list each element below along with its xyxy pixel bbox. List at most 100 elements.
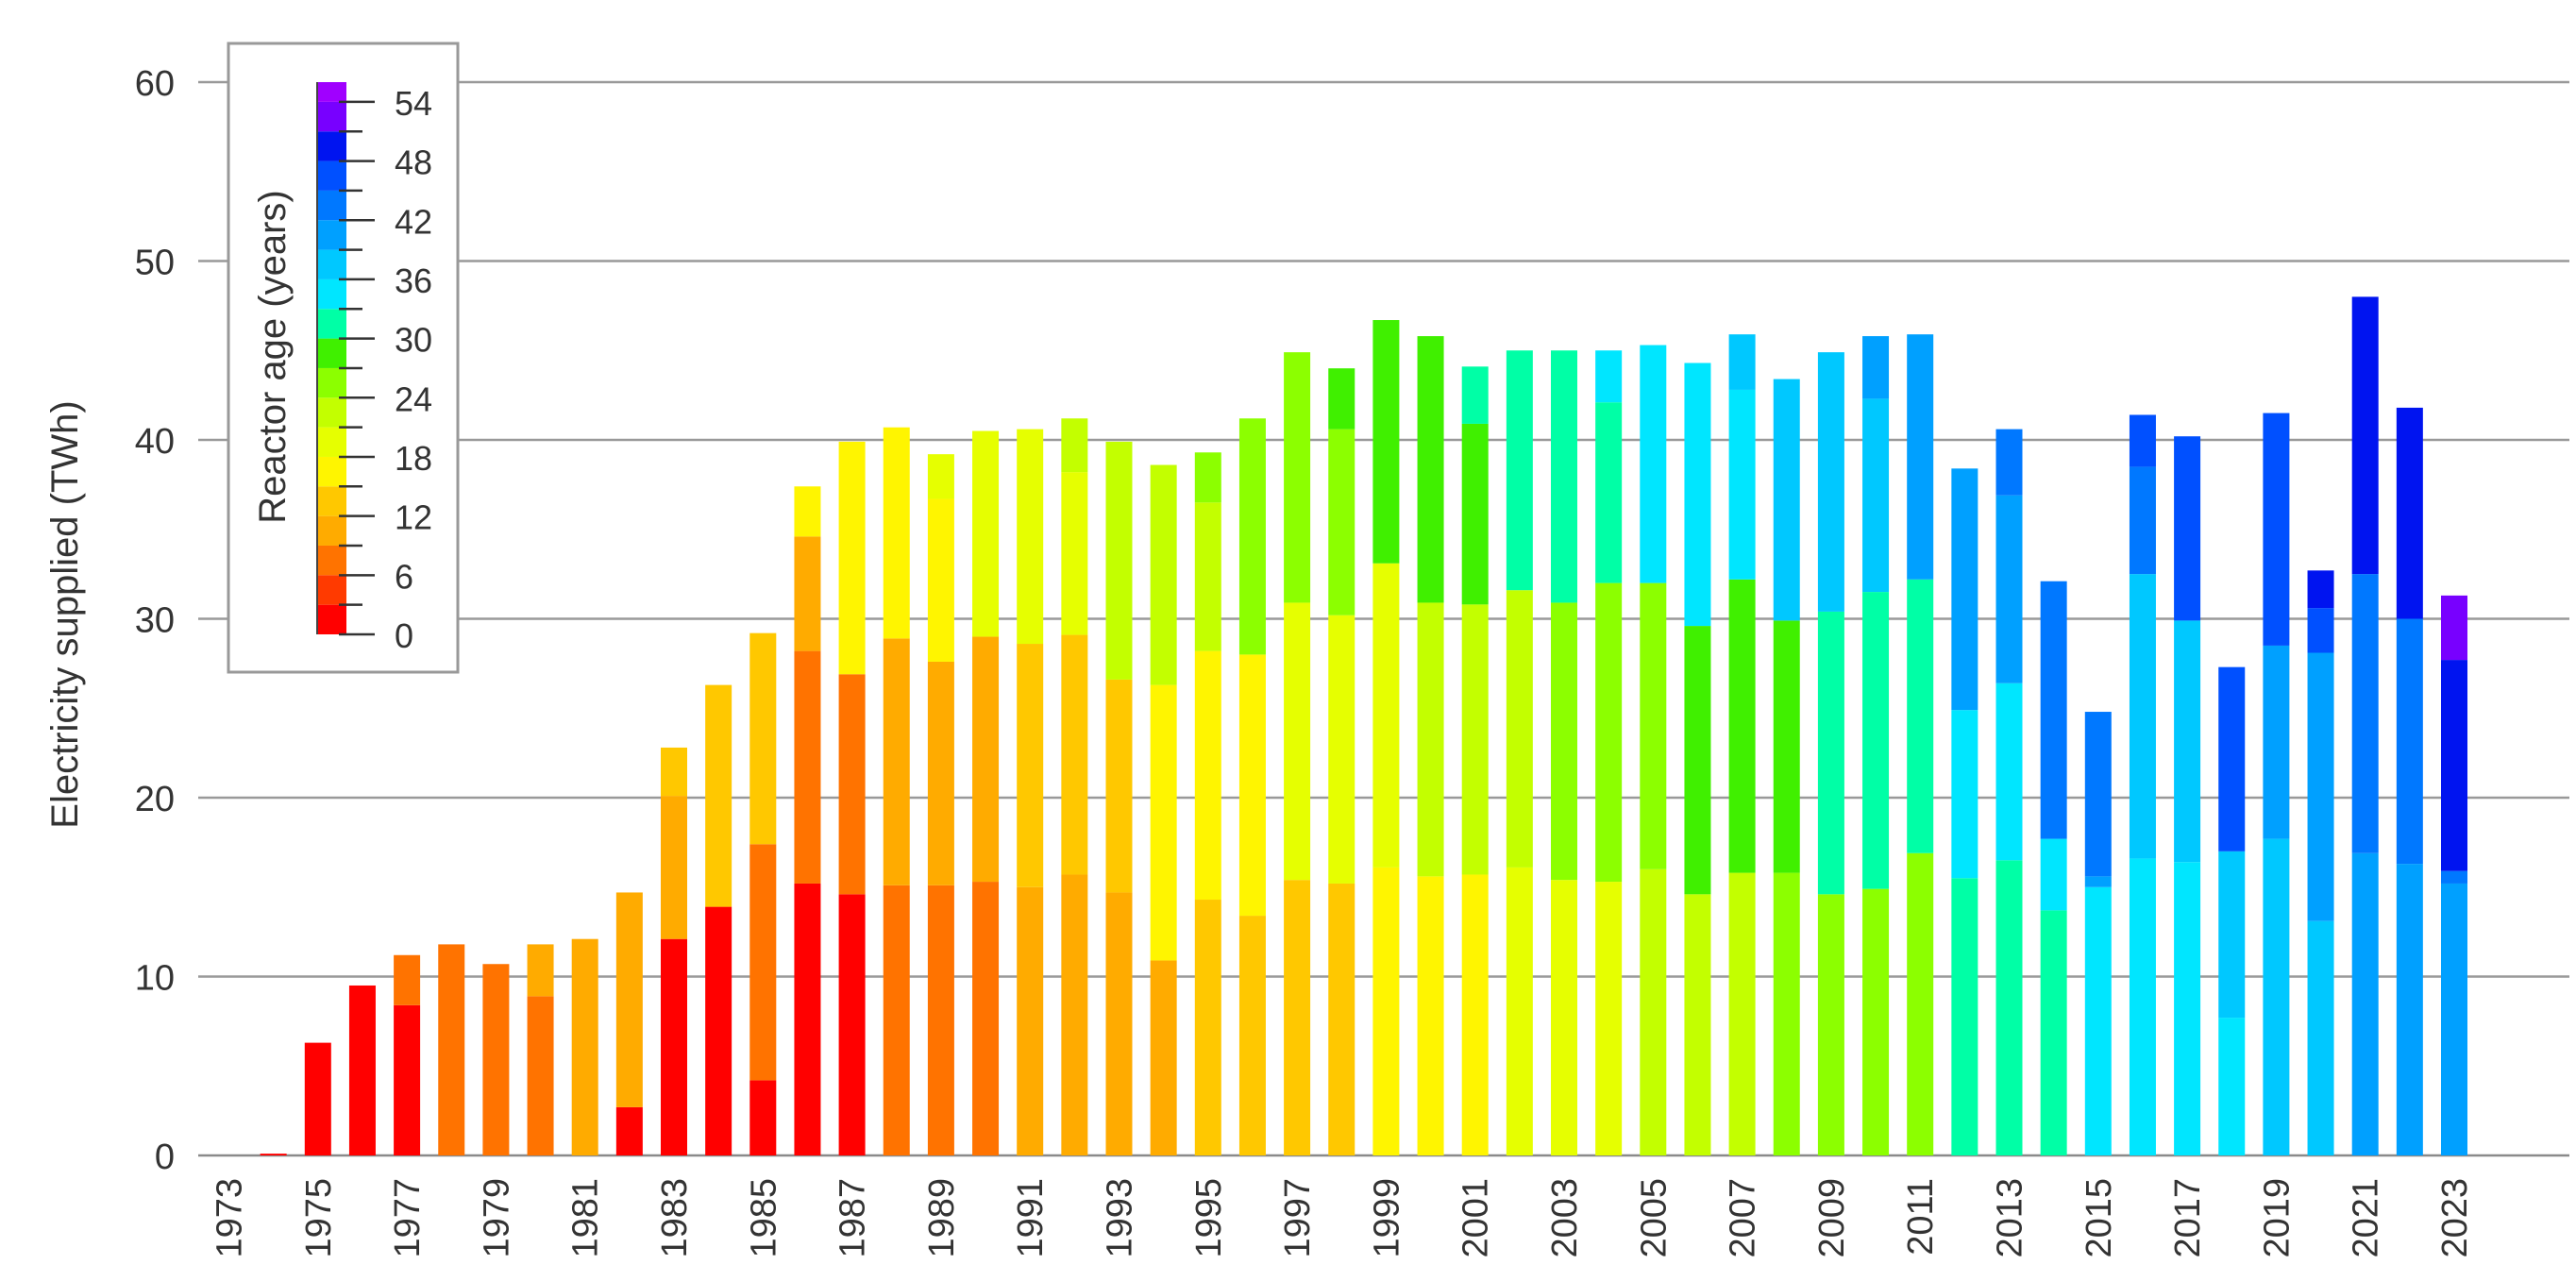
- colorbar-swatch: [317, 309, 346, 339]
- y-tick-label: 20: [135, 780, 175, 819]
- colorbar-swatch: [317, 604, 346, 634]
- bar-segment: [1194, 502, 1221, 651]
- bar-segment: [794, 650, 821, 884]
- bar-segment: [1951, 710, 1978, 879]
- bar-2018: [2218, 666, 2246, 1155]
- bar-segment: [1372, 867, 1400, 1155]
- bar-segment: [1817, 894, 1844, 1155]
- bar-segment: [749, 1080, 777, 1155]
- x-tick-label: 1999: [1367, 1178, 1406, 1258]
- colorbar-tick-label: 24: [395, 379, 432, 418]
- bar-1981: [571, 938, 598, 1155]
- bar-segment: [2218, 1018, 2246, 1155]
- bar-segment: [1862, 398, 1890, 593]
- colorbar-tick-label: 42: [395, 202, 432, 241]
- bar-1993: [1105, 441, 1133, 1155]
- x-tick-label: 2009: [1812, 1178, 1852, 1258]
- bar-segment: [1061, 418, 1088, 473]
- x-tick-label: 2001: [1456, 1178, 1496, 1258]
- bar-segment: [1595, 582, 1623, 883]
- bar-2008: [1773, 379, 1800, 1155]
- bar-segment: [2263, 413, 2290, 646]
- bar-segment: [1506, 867, 1533, 1155]
- bar-segment: [1417, 876, 1444, 1155]
- bar-segment: [1862, 336, 1890, 399]
- bar-2006: [1684, 362, 1711, 1155]
- bar-segment: [615, 892, 643, 1107]
- x-tick-label: 1989: [922, 1178, 962, 1258]
- colorbar-tick-label: 54: [395, 84, 432, 123]
- bar-segment: [794, 883, 821, 1155]
- bar-segment: [2129, 858, 2156, 1155]
- y-tick-label: 60: [135, 64, 175, 104]
- bar-2003: [1551, 350, 1577, 1155]
- bar-segment: [1773, 620, 1800, 873]
- bar-segment: [1284, 602, 1311, 881]
- x-tick-label: 1973: [210, 1178, 250, 1258]
- bar-segment: [927, 661, 954, 885]
- bar-segment: [1551, 602, 1577, 881]
- bar-segment: [1328, 429, 1355, 615]
- bar-segment: [1817, 352, 1844, 612]
- bar-segment: [260, 1154, 287, 1155]
- bar-segment: [1728, 334, 1756, 390]
- x-tick-label: 1983: [655, 1178, 695, 1258]
- bar-segment: [972, 882, 1000, 1155]
- bar-segment: [1284, 352, 1311, 603]
- bar-segment: [527, 944, 554, 997]
- bar-1999: [1372, 320, 1400, 1155]
- bar-segment: [1150, 684, 1177, 961]
- x-tick-label: 2005: [1634, 1178, 1674, 1258]
- bar-segment: [1640, 582, 1667, 869]
- bar-1982: [615, 892, 643, 1155]
- x-tick-label: 2013: [1991, 1178, 2030, 1258]
- bar-1991: [1017, 429, 1044, 1155]
- x-tick-label: 1991: [1011, 1178, 1051, 1258]
- bar-2017: [2174, 436, 2201, 1155]
- bar-segment: [2174, 620, 2201, 863]
- bar-1983: [661, 747, 687, 1155]
- bar-segment: [2396, 618, 2423, 865]
- bar-1997: [1284, 352, 1311, 1155]
- bar-segment: [1907, 579, 1934, 853]
- bar-segment: [661, 747, 687, 797]
- bar-segment: [2174, 436, 2201, 621]
- bar-segment: [1150, 960, 1177, 1155]
- bar-2020: [2307, 570, 2334, 1155]
- colorbar-swatch: [317, 220, 346, 250]
- y-tick-label: 40: [135, 422, 175, 462]
- colorbar-swatch: [317, 278, 346, 310]
- bar-2013: [1995, 429, 2023, 1155]
- bar-segment: [2129, 574, 2156, 859]
- bar-1990: [972, 430, 1000, 1155]
- colorbar-swatch: [317, 486, 346, 516]
- bar-segment: [304, 1042, 331, 1155]
- bar-segment: [1506, 350, 1533, 591]
- bar-segment: [883, 427, 910, 639]
- bar-segment: [2307, 570, 2334, 609]
- bar-segment: [482, 964, 510, 1155]
- bar-segment: [1461, 874, 1489, 1155]
- bar-segment: [1862, 592, 1890, 889]
- bar-1994: [1150, 464, 1177, 1155]
- bar-1985: [749, 632, 777, 1155]
- bar-1996: [1238, 418, 1266, 1155]
- bar-segment: [794, 536, 821, 651]
- x-tick-label: 2011: [1901, 1178, 1941, 1256]
- colorbar-tick-label: 48: [395, 143, 432, 182]
- bar-2014: [2040, 581, 2067, 1155]
- bar-segment: [2351, 574, 2379, 853]
- bar-2011: [1907, 334, 1934, 1155]
- bar-segment: [1995, 429, 2023, 496]
- bar-segment: [1951, 878, 1978, 1155]
- bar-segment: [749, 844, 777, 1081]
- legend-title: Reactor age (years): [252, 190, 294, 523]
- bar-segment: [1595, 882, 1623, 1155]
- bar-segment: [838, 674, 866, 895]
- bar-segment: [527, 996, 554, 1155]
- bar-2001: [1461, 366, 1489, 1155]
- bar-segment: [1328, 883, 1355, 1155]
- bar-segment: [1105, 892, 1133, 1155]
- y-axis-title: Electricity supplied (TWh): [44, 400, 86, 828]
